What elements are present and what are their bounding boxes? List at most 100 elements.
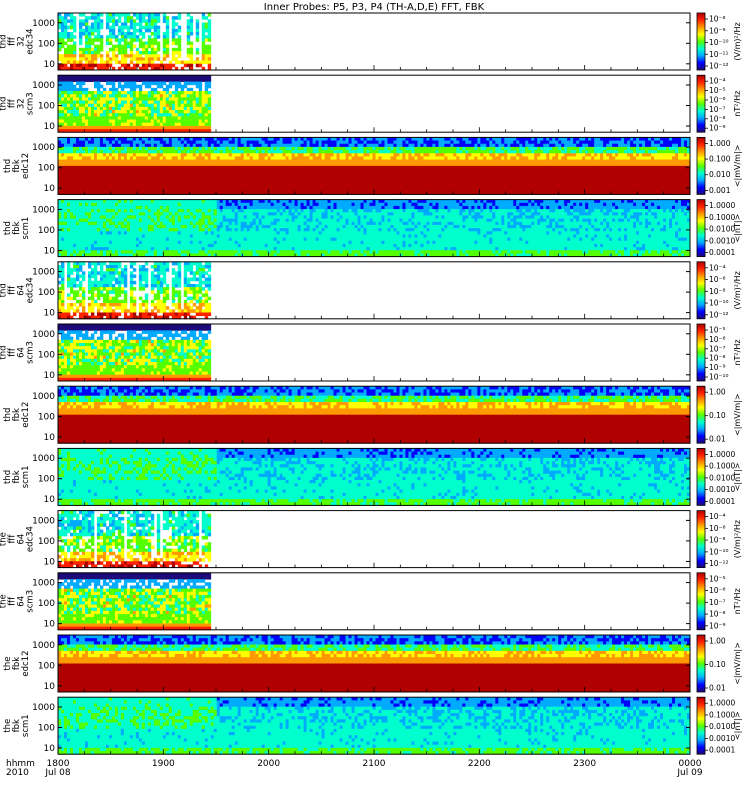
heatmap-cell	[82, 82, 85, 86]
heatmap-cell	[322, 163, 325, 167]
heatmap-cell	[615, 163, 618, 167]
heatmap-cell	[319, 163, 322, 167]
heatmap-cell	[118, 32, 121, 36]
heatmap-cell	[603, 141, 606, 145]
heatmap-cell	[172, 166, 175, 170]
heatmap-cell	[298, 156, 301, 160]
heatmap-cell	[555, 137, 558, 141]
heatmap-cell	[145, 172, 148, 176]
heatmap-cell	[381, 188, 384, 192]
heatmap-cell	[510, 175, 513, 179]
heatmap-cell	[214, 160, 217, 164]
heatmap-cell	[139, 144, 142, 148]
heatmap-cell	[130, 35, 133, 39]
heatmap-cell	[376, 179, 379, 183]
heatmap-cell	[142, 82, 145, 86]
heatmap-cell	[420, 175, 423, 179]
heatmap-cell	[67, 185, 70, 189]
heatmap-cell	[184, 137, 187, 141]
heatmap-cell	[190, 54, 193, 58]
heatmap-cell	[157, 35, 160, 39]
heatmap-cell	[196, 110, 199, 114]
heatmap-cell	[546, 137, 549, 141]
heatmap-cell	[355, 141, 358, 145]
heatmap-cell	[157, 29, 160, 33]
heatmap-cell	[561, 169, 564, 173]
heatmap-cell	[70, 126, 73, 130]
heatmap-cell	[447, 150, 450, 154]
heatmap-cell	[61, 75, 64, 79]
heatmap-cell	[420, 166, 423, 170]
heatmap-cell	[58, 32, 61, 36]
heatmap-cell	[310, 153, 313, 157]
heatmap-cell	[555, 169, 558, 173]
heatmap-cell	[127, 54, 130, 58]
heatmap-cell	[507, 156, 510, 160]
heatmap-cell	[465, 169, 468, 173]
heatmap-cell	[130, 147, 133, 151]
heatmap-cell	[208, 57, 211, 61]
heatmap-cell	[450, 172, 453, 176]
heatmap-cell	[202, 160, 205, 164]
heatmap-cell	[121, 48, 124, 52]
heatmap-cell	[396, 172, 399, 176]
heatmap-cell	[405, 179, 408, 183]
heatmap-cell	[175, 126, 178, 130]
heatmap-cell	[429, 160, 432, 164]
heatmap-cell	[139, 51, 142, 55]
heatmap-cell	[387, 147, 390, 151]
heatmap-cell	[396, 150, 399, 154]
heatmap-cell	[423, 144, 426, 148]
heatmap-cell	[202, 32, 205, 36]
heatmap-cell	[576, 169, 579, 173]
heatmap-cell	[178, 144, 181, 148]
heatmap-cell	[618, 182, 621, 186]
heatmap-cell	[64, 61, 67, 65]
heatmap-cell	[579, 150, 582, 154]
heatmap-cell	[121, 78, 124, 82]
heatmap-cell	[85, 166, 88, 170]
heatmap-cell	[118, 185, 121, 189]
heatmap-cell	[112, 78, 115, 82]
heatmap-cell	[100, 144, 103, 148]
heatmap-cell	[573, 182, 576, 186]
heatmap-cell	[355, 150, 358, 154]
heatmap-cell	[196, 38, 199, 42]
heatmap-cell	[82, 78, 85, 82]
heatmap-cell	[133, 147, 136, 151]
heatmap-cell	[160, 179, 163, 183]
heatmap-cell	[597, 160, 600, 164]
heatmap-cell	[58, 57, 61, 61]
heatmap-cell	[94, 116, 97, 120]
heatmap-cell	[160, 91, 163, 95]
heatmap-cell	[163, 75, 166, 79]
heatmap-cell	[618, 175, 621, 179]
heatmap-cell	[151, 16, 154, 20]
heatmap-cell	[58, 116, 61, 120]
heatmap-cell	[304, 185, 307, 189]
heatmap-cell	[337, 137, 340, 141]
heatmap-cell	[262, 188, 265, 192]
heatmap-cell	[79, 42, 82, 46]
heatmap-cell	[262, 172, 265, 176]
heatmap-cell	[247, 182, 250, 186]
heatmap-cell	[316, 147, 319, 151]
heatmap-cell	[286, 175, 289, 179]
heatmap-cell	[301, 137, 304, 141]
heatmap-cell	[175, 101, 178, 105]
heatmap-cell	[241, 175, 244, 179]
heatmap-cell	[612, 185, 615, 189]
heatmap-cell	[190, 147, 193, 151]
heatmap-cell	[390, 137, 393, 141]
heatmap-cell	[67, 85, 70, 89]
heatmap-cell	[175, 156, 178, 160]
heatmap-cell	[205, 141, 208, 145]
heatmap-cell	[477, 150, 480, 154]
heatmap-cell	[178, 175, 181, 179]
heatmap-cell	[426, 137, 429, 141]
heatmap-cell	[513, 169, 516, 173]
heatmap-cell	[381, 156, 384, 160]
heatmap-cell	[298, 160, 301, 164]
heatmap-cell	[522, 188, 525, 192]
heatmap-cell	[136, 78, 139, 82]
